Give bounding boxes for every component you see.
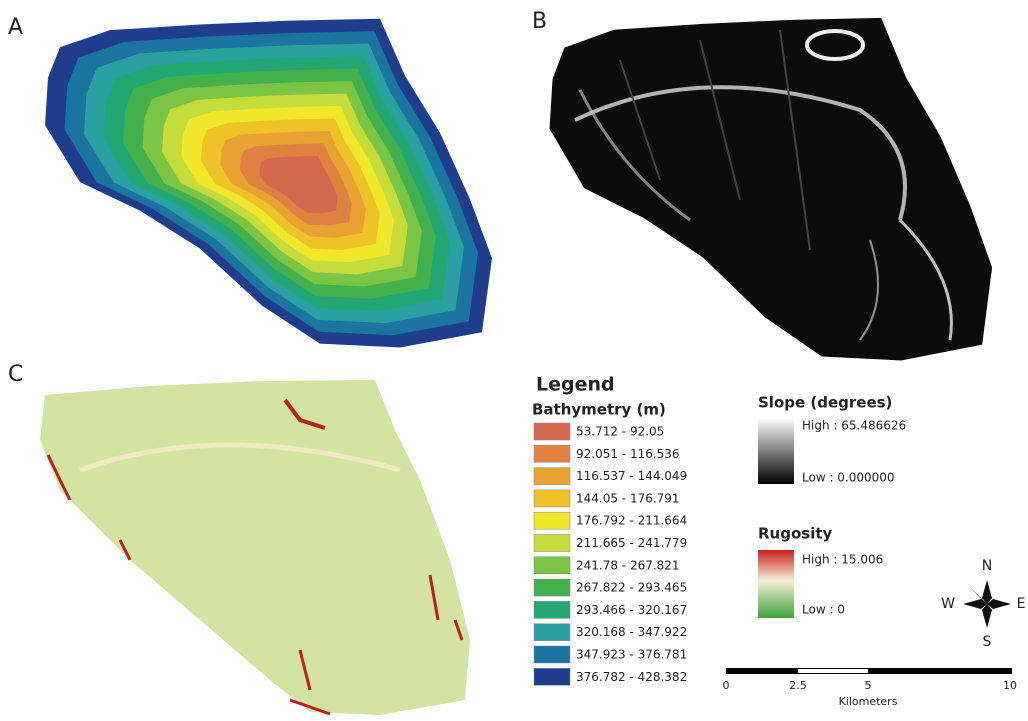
- scale-tick: 2.5: [789, 679, 807, 692]
- scale-tick: 10: [1003, 679, 1017, 692]
- legend-swatch: [534, 535, 570, 552]
- compass-e: E: [1017, 596, 1026, 612]
- scale-unit: Kilometers: [839, 695, 898, 708]
- slope-map: [550, 18, 993, 361]
- legend-title: Legend: [536, 374, 615, 396]
- legend-label: 267.822 - 293.465: [576, 581, 687, 595]
- legend-label: 211.665 - 241.779: [576, 536, 687, 550]
- slope-low: Low : 0.000000: [802, 471, 895, 485]
- compass-n: N: [982, 558, 992, 574]
- bathymetry-title: Bathymetry (m): [532, 401, 666, 419]
- rugosity-high: High : 15.006: [802, 553, 883, 567]
- legend-label: 320.168 - 347.922: [576, 625, 687, 639]
- legend-swatch: [534, 624, 570, 641]
- legend-swatch: [534, 490, 570, 507]
- scale-bar: [726, 668, 1012, 674]
- legend-swatch: [534, 601, 570, 618]
- legend-label: 144.05 - 176.791: [576, 491, 680, 505]
- panel-label: B: [532, 9, 547, 34]
- legend-swatch: [534, 423, 570, 440]
- bathymetry-legend: 53.712 - 92.05 92.051 - 116.536 116.537 - …: [534, 423, 687, 685]
- legend-label: 176.792 - 211.664: [576, 514, 687, 528]
- legend-label: 241.78 - 267.821: [576, 558, 680, 572]
- panel-label: A: [8, 15, 23, 40]
- bathymetry-map: [45, 19, 492, 348]
- rugosity-map: [40, 380, 470, 715]
- scale-tick: 0: [723, 679, 730, 692]
- legend-swatch: [534, 557, 570, 574]
- rugosity-low: Low : 0: [802, 603, 845, 617]
- legend-label: 376.782 - 428.382: [576, 670, 687, 684]
- legend-label: 53.712 - 92.05: [576, 425, 664, 439]
- legend-label: 347.923 - 376.781: [576, 648, 687, 662]
- legend-swatch: [534, 445, 570, 462]
- slope-ramp: [758, 418, 794, 484]
- compass: [963, 580, 1011, 628]
- legend-swatch: [534, 468, 570, 485]
- slope-title: Slope (degrees): [758, 394, 892, 412]
- legend-swatch: [534, 646, 570, 663]
- panel-label: C: [8, 362, 23, 387]
- slope-high: High : 65.486626: [802, 419, 906, 433]
- rugosity-ramp: [758, 550, 794, 618]
- legend-swatch: [534, 668, 570, 685]
- compass-w: W: [941, 596, 955, 612]
- compass-s: S: [983, 634, 992, 650]
- legend-label: 116.537 - 144.049: [576, 469, 687, 483]
- legend-swatch: [534, 579, 570, 596]
- legend-label: 92.051 - 116.536: [576, 447, 680, 461]
- legend-label: 293.466 - 320.167: [576, 603, 687, 617]
- scale-tick: 5: [865, 679, 872, 692]
- legend-swatch: [534, 512, 570, 529]
- rugosity-title: Rugosity: [758, 525, 833, 543]
- figure: A B C Legend Bathymetry (m) 53.712 - 92.…: [0, 0, 1028, 717]
